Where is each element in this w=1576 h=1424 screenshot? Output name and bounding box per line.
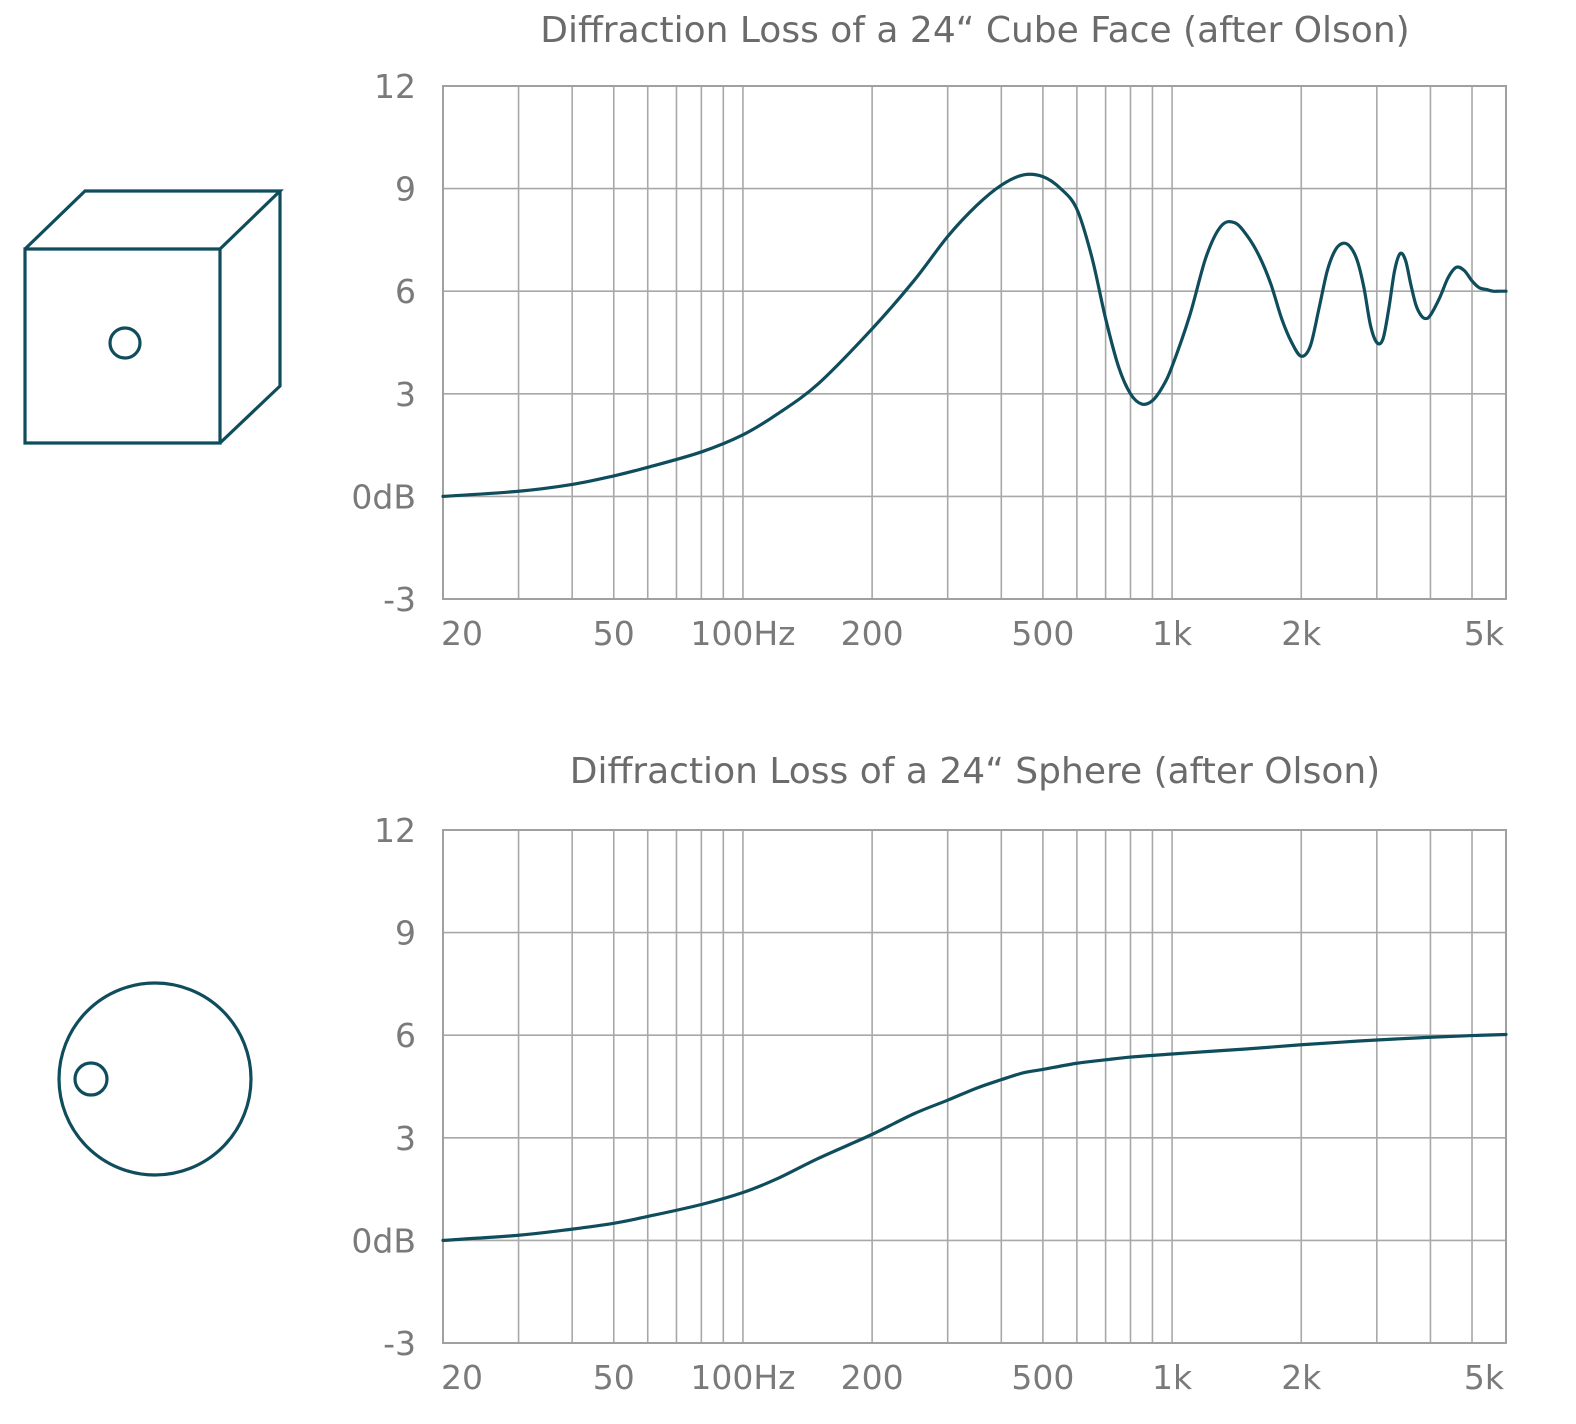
y-axis-ticks: 12 9 6 3 0dB -3 <box>351 67 416 619</box>
x-axis-ticks: 20 50 100Hz 200 500 1k 2k 5k <box>441 614 1505 653</box>
y-tick-label: 3 <box>395 1119 416 1158</box>
x-tick-label: 100Hz <box>690 614 795 653</box>
x-axis-ticks: 20 50 100Hz 200 500 1k 2k 5k <box>441 1358 1505 1397</box>
plot-frame <box>442 85 1507 600</box>
y-tick-label: 0dB <box>351 1221 416 1260</box>
chart-grid <box>442 85 1507 600</box>
series-line <box>441 1032 1508 1242</box>
y-tick-label: -3 <box>383 1324 416 1363</box>
x-tick-label: 50 <box>593 614 635 653</box>
x-tick-label: 1k <box>1152 614 1193 653</box>
sphere-with-driver-icon <box>57 981 253 1177</box>
x-tick-label: 500 <box>1011 1358 1074 1397</box>
chart-sphere: Diffraction Loss of a 24“ Sphere (after … <box>351 751 1508 1397</box>
y-tick-label: 6 <box>395 1016 416 1055</box>
y-tick-label: 9 <box>395 170 416 209</box>
x-tick-label: 200 <box>841 614 904 653</box>
y-tick-label: 3 <box>395 375 416 414</box>
x-tick-label: 200 <box>841 1358 904 1397</box>
x-tick-label: 20 <box>441 614 483 653</box>
x-tick-label: 20 <box>441 1358 483 1397</box>
chart-title: Diffraction Loss of a 24“ Cube Face (aft… <box>540 10 1409 51</box>
chart-cube-face: Diffraction Loss of a 24“ Cube Face (aft… <box>351 10 1508 653</box>
x-tick-label: 2k <box>1281 614 1322 653</box>
x-tick-label: 5k <box>1464 1358 1505 1397</box>
x-tick-label: 2k <box>1281 1358 1322 1397</box>
y-tick-label: 12 <box>374 811 416 850</box>
x-tick-label: 50 <box>593 1358 635 1397</box>
x-tick-label: 100Hz <box>690 1358 795 1397</box>
y-axis-ticks: 12 9 6 3 0dB -3 <box>351 811 416 1363</box>
plot-frame <box>442 829 1507 1344</box>
y-tick-label: 12 <box>374 67 416 106</box>
series-line <box>441 172 1508 498</box>
chart-title: Diffraction Loss of a 24“ Sphere (after … <box>570 751 1380 792</box>
chart-grid <box>442 829 1507 1344</box>
y-tick-label: 6 <box>395 272 416 311</box>
y-tick-label: 0dB <box>351 477 416 516</box>
y-tick-label: -3 <box>383 580 416 619</box>
x-tick-label: 5k <box>1464 614 1505 653</box>
x-tick-label: 500 <box>1011 614 1074 653</box>
cube-with-driver-icon <box>23 189 284 445</box>
y-tick-label: 9 <box>395 914 416 953</box>
x-tick-label: 1k <box>1152 1358 1193 1397</box>
